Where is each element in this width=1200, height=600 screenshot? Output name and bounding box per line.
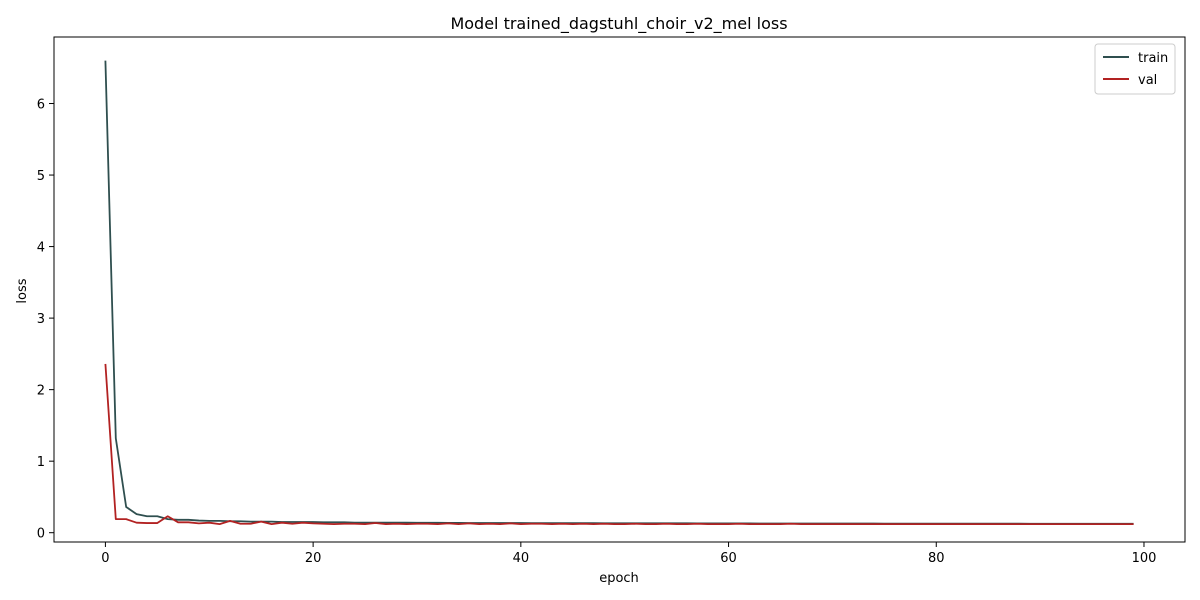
axes-layer: 0 20 40 60 80 100 0 1 2 3 4 5 6 [37, 36, 1186, 566]
y-tick-label: 2 [37, 384, 45, 399]
y-tick-label: 1 [37, 455, 45, 470]
y-tick-label: 0 [37, 527, 45, 542]
x-tick-label: 60 [720, 551, 737, 566]
y-tick-label: 3 [37, 312, 45, 327]
y-tick-label: 6 [37, 98, 45, 113]
series-layer [104, 60, 1134, 526]
legend-label-val: val [1138, 73, 1157, 88]
x-axis-label: epoch [599, 571, 639, 586]
series-line-val [104, 363, 1134, 526]
x-tick-label: 80 [928, 551, 945, 566]
axes-frame [53, 36, 1186, 543]
legend-label-train: train [1138, 51, 1168, 66]
chart-title: Model trained_dagstuhl_choir_v2_mel loss [450, 14, 787, 34]
x-tick-label: 100 [1132, 551, 1157, 566]
y-tick-label: 4 [37, 241, 45, 256]
series-line-train [104, 60, 1134, 525]
legend: train val [1094, 43, 1176, 95]
x-tick-label: 40 [513, 551, 530, 566]
y-axis-label: loss [15, 278, 30, 303]
x-tick-label: 0 [101, 551, 109, 566]
x-tick-label: 20 [305, 551, 322, 566]
y-tick-label: 5 [37, 169, 45, 184]
